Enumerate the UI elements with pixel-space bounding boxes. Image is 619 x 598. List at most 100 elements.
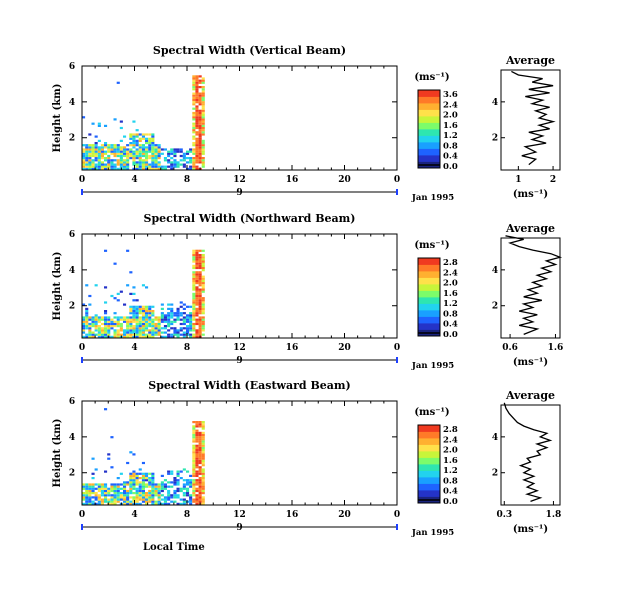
heatmap-cell [179,163,183,166]
heatmap-cell [198,126,202,130]
heatmap-cell [132,286,136,289]
heatmap-cell [126,318,130,321]
heatmap-cell [151,500,155,503]
heatmap-cell [201,152,205,155]
heatmap-cell [107,148,111,151]
heatmap-cell [104,500,108,503]
heatmap-cell [189,327,193,330]
heatmap-cell [132,453,136,456]
heatmap-cell [148,167,152,170]
heatmap-cell [126,284,130,287]
heatmap-cell [107,150,111,153]
heatmap-cell [201,258,205,261]
heatmap-cell [132,150,136,153]
heatmap-cell [116,318,120,321]
heatmap-cell [179,154,183,158]
heatmap-cell [135,312,139,315]
heatmap-cell [119,159,123,162]
heatmap-cell [145,492,149,495]
heatmap-cell [154,148,158,151]
heatmap-cell [138,307,142,310]
heatmap-cell [88,335,92,338]
heatmap-cell [192,122,196,125]
x-tick-label: 4 [131,510,137,520]
heatmap-cell [201,122,205,125]
heatmap-cell [198,120,202,123]
heatmap-cell [104,335,108,338]
heatmap-cell [167,314,171,317]
heatmap-cell [126,320,130,323]
heatmap-cell [148,312,152,315]
heatmap-cell [119,327,123,330]
heatmap-cell [85,307,89,310]
heatmap-cell [192,167,196,170]
heatmap-cell [195,142,199,145]
heatmap-cell [85,327,89,330]
heatmap-cell [157,494,161,497]
heatmap-cell [151,142,155,145]
heatmap-cell [113,262,117,265]
heatmap-cell [141,312,145,315]
heatmap-cell [119,333,123,336]
heatmap-cell [119,316,123,319]
heatmap-cell [173,500,177,503]
heatmap-cell [154,329,158,332]
heatmap-cell [176,483,180,486]
heatmap-cell [85,284,89,287]
heatmap-cell [201,449,205,452]
heatmap-cell [192,325,196,328]
heatmap-cell [195,86,199,89]
heatmap-cell [182,312,186,315]
heatmap-cell [113,487,117,490]
heatmap-cell [141,146,145,149]
heatmap-cell [94,157,98,160]
heatmap-cell [104,157,108,160]
heatmap-cell [195,440,199,443]
heatmap-cell [110,150,114,153]
heatmap-cell [132,335,136,338]
heatmap-cell [198,472,202,475]
heatmap-cell [88,333,92,336]
heatmap-cell [192,453,196,456]
heatmap-cell [170,496,174,499]
heatmap-cell [163,479,167,482]
heatmap-cell [129,320,133,323]
heatmap-cell [148,314,152,317]
heatmap-cell [186,494,190,497]
heatmap-cell [195,157,199,160]
heatmap-cell [201,464,205,467]
heatmap-cell [132,325,136,328]
heatmap-cell [145,322,149,326]
heatmap-cell [201,111,205,115]
heatmap-cell [189,335,193,338]
heatmap-cell [167,154,171,158]
heatmap-cell [110,144,114,147]
heatmap-cell [195,481,199,484]
heatmap-cell [157,322,161,326]
heatmap-cell [170,303,174,306]
heatmap-cell [82,492,86,495]
heatmap-cell [123,333,127,336]
heatmap-cell [85,325,89,328]
heatmap-cell [186,479,190,482]
heatmap-cell [195,249,199,252]
heatmap-cell [126,489,130,493]
heatmap-cell [167,472,171,475]
heatmap-cell [104,310,108,313]
heatmap-cell [148,498,152,501]
heatmap-cell [198,483,202,486]
heatmap-cell [91,159,95,162]
heatmap-cell [163,331,167,334]
heatmap-cell [85,318,89,321]
heatmap-cell [201,288,205,291]
heatmap-cell [113,325,117,328]
heatmap-cell [195,152,199,155]
average-x-tick-label: 2 [550,175,556,185]
heatmap-cell [132,144,136,147]
heatmap-cell [123,161,127,164]
heatmap-cell [85,333,89,336]
heatmap-cell [107,318,111,321]
heatmap-cell [88,322,92,326]
heatmap-cell [195,167,199,170]
heatmap-cell [145,483,149,486]
